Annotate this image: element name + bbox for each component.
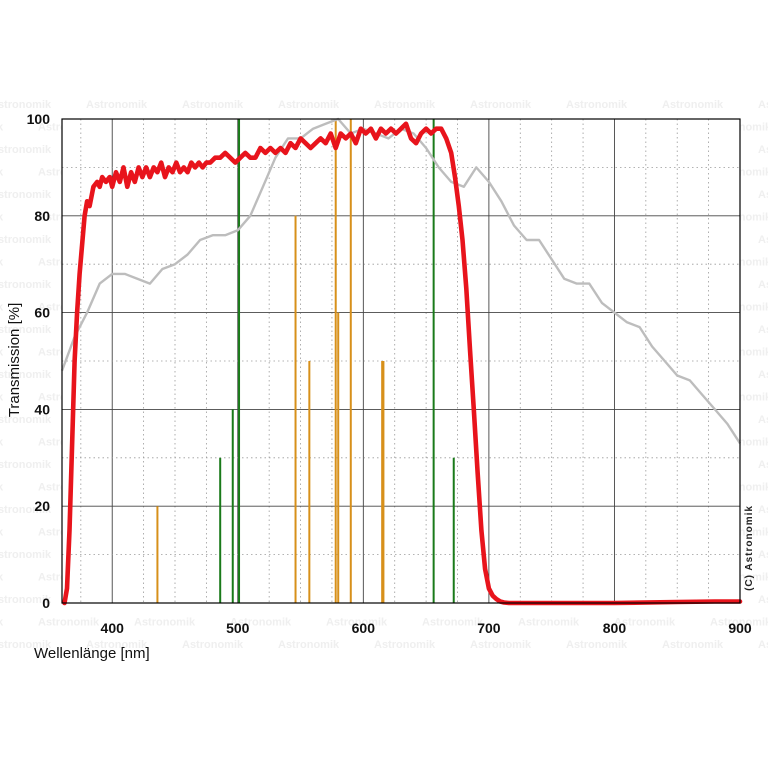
watermark-text: Astronomik [758, 99, 768, 111]
watermark-text: Astronomik [326, 617, 388, 629]
y-tick-label: 40 [34, 401, 50, 417]
y-tick-label: 60 [34, 305, 50, 321]
watermark-text: Astronomik [0, 639, 52, 651]
filter-transmission-curve [62, 121, 743, 606]
watermark-text: Astronomik [0, 347, 4, 359]
watermark-text: Astronomik [0, 189, 52, 201]
watermark-text: Astronomik [278, 639, 340, 651]
watermark-text: Astronomik [758, 414, 768, 426]
watermark-text: Astronomik [0, 482, 4, 494]
y-tick-label: 80 [34, 208, 50, 224]
watermark-text: Astronomik [0, 99, 52, 111]
x-tick-label: 400 [101, 620, 125, 636]
watermark-text: Astronomik [0, 594, 52, 606]
x-axis-label: Wellenlänge [nm] [34, 645, 150, 662]
watermark-text: Astronomik [0, 369, 52, 381]
watermark-text: Astronomik [662, 639, 724, 651]
watermark-text: Astronomik [566, 639, 628, 651]
watermark-text: Astronomik [758, 639, 768, 651]
y-tick-label: 0 [42, 595, 50, 611]
watermark-text: Astronomik [0, 257, 4, 269]
watermark-text: Astronomik [470, 639, 532, 651]
x-tick-label: 900 [728, 620, 752, 636]
watermark-text: Astronomik [0, 527, 4, 539]
x-tick-label: 800 [603, 620, 627, 636]
watermark-text: Astronomik [0, 392, 4, 404]
watermark-text: Astronomik [470, 99, 532, 111]
watermark-text: Astronomik [614, 617, 676, 629]
watermark-text: Astronomik [758, 234, 768, 246]
watermark-text: Astronomik [278, 99, 340, 111]
watermark-text: Astronomik [662, 99, 724, 111]
curves [60, 117, 743, 606]
watermark-text: Astronomik [0, 459, 52, 471]
y-tick-labels: 0 20 40 60 80 100 [27, 111, 51, 611]
watermark-text: Astronomik [566, 99, 628, 111]
watermark-text: Astronomik [710, 617, 768, 629]
watermark-text: Astronomik [0, 617, 4, 629]
watermark-text: Astronomik [374, 99, 436, 111]
watermark-text: Astronomik [758, 594, 768, 606]
watermark-text: Astronomik [182, 99, 244, 111]
watermark-text: Astronomik [758, 459, 768, 471]
watermark-text: Astronomik [182, 639, 244, 651]
watermark-text: Astronomik [758, 369, 768, 381]
watermark-text: Astronomik [758, 144, 768, 156]
copyright-credit: (C) Astronomik [744, 505, 755, 591]
watermark-text: Astronomik [86, 639, 148, 651]
watermark-text: Astronomik [0, 144, 52, 156]
watermark-text: Astronomik [0, 504, 52, 516]
x-tick-label: 700 [477, 620, 501, 636]
watermark-text: Astronomik [0, 234, 52, 246]
y-tick-label: 100 [27, 111, 51, 127]
emission-lines [156, 119, 455, 603]
watermark-text: Astronomik [0, 122, 4, 134]
watermark-text: Astronomik [0, 279, 52, 291]
watermark-text: Astronomik [0, 212, 4, 224]
x-tick-labels: 400 500 600 700 800 900 [101, 620, 752, 636]
x-tick-label: 500 [226, 620, 250, 636]
y-tick-label: 20 [34, 498, 50, 514]
watermark-text: Astronomik [518, 617, 580, 629]
watermark-text: Astronomik [758, 189, 768, 201]
watermark-text: Astronomik [86, 99, 148, 111]
watermark-text: Astronomik [134, 617, 196, 629]
watermark-text: Astronomik [758, 549, 768, 561]
watermark-text: Astronomik [422, 617, 484, 629]
watermark-text: Astronomik [0, 437, 4, 449]
watermark-text: Astronomik [0, 167, 4, 179]
watermark-text: Astronomik [0, 302, 4, 314]
watermark-text: Astronomik [374, 639, 436, 651]
x-tick-label: 600 [352, 620, 376, 636]
watermark-text: Astronomik [758, 504, 768, 516]
watermark-text: Astronomik [38, 617, 100, 629]
watermark-text: Astronomik [758, 279, 768, 291]
watermark-text: Astronomik [0, 414, 52, 426]
watermark-text: Astronomik [230, 617, 292, 629]
watermark-text: Astronomik [0, 549, 52, 561]
watermark-text: Astronomik [0, 572, 4, 584]
watermark-text: Astronomik [758, 324, 768, 336]
plot-frame [61, 118, 741, 604]
watermark-text: Astronomik [0, 324, 52, 336]
y-axis-label: Transmission [%] [6, 303, 23, 417]
